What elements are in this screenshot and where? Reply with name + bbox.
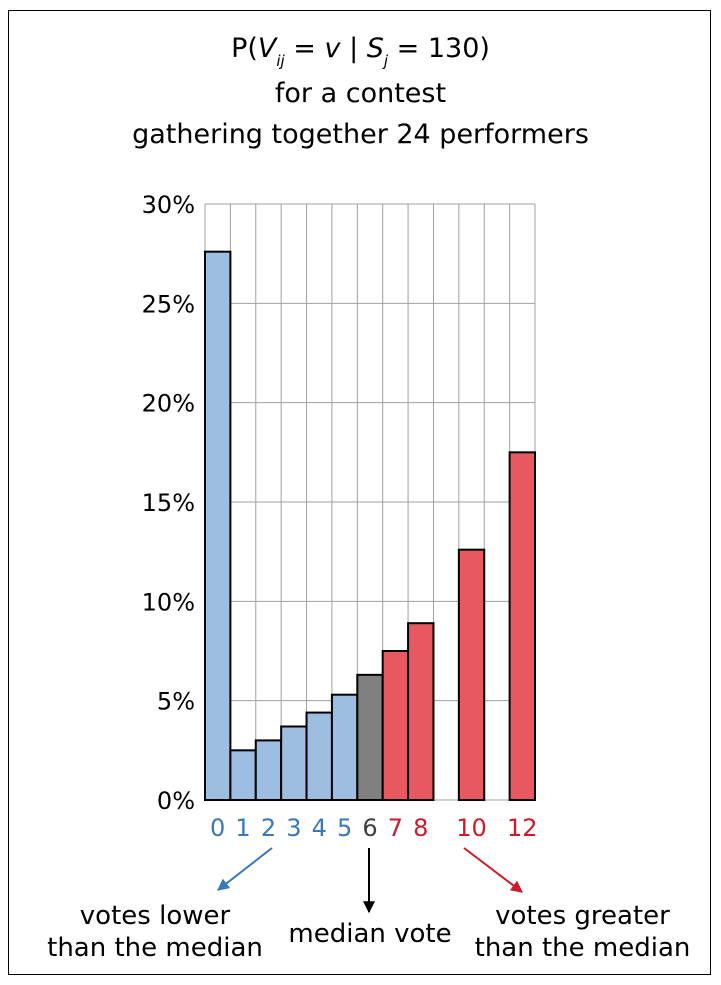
x-tick-label: 5 [337, 814, 352, 842]
annotation-lower: votes lower than the median [20, 900, 290, 964]
y-tick-label: 10% [142, 588, 195, 616]
x-tick-label: 7 [388, 814, 403, 842]
title-line-2: for a contest [274, 78, 447, 109]
x-tick-label: 3 [286, 814, 301, 842]
x-tick-label: 2 [261, 814, 276, 842]
bar-2 [254, 739, 283, 802]
x-tick-label: 4 [312, 814, 327, 842]
chart-title: P(Vij = v | Sj = 130) for a contest gath… [0, 28, 721, 155]
x-tick-label: 6 [362, 814, 377, 842]
bar-0 [204, 250, 232, 801]
y-tick-label: 5% [157, 688, 195, 716]
bar-5 [330, 693, 359, 801]
annotation-median: median vote [280, 918, 460, 950]
arrows [217, 847, 523, 914]
bar-4 [305, 711, 333, 801]
y-tick-label: 30% [142, 191, 195, 219]
chart-frame [8, 10, 711, 975]
bar-10 [457, 548, 486, 801]
annotation-lower-line2: than the median [47, 933, 263, 963]
annotation-greater: votes greater than the median [445, 900, 720, 964]
bar-8 [407, 622, 435, 801]
y-tick-label: 15% [142, 489, 195, 517]
x-tick-label: 1 [235, 814, 250, 842]
y-tick-label: 0% [157, 787, 195, 815]
x-axis-ticks: 0 1 2 3 4 5 6 7 8 10 12 [210, 814, 538, 842]
annotation-lower-line1: votes lower [79, 901, 231, 931]
x-tick-label: 12 [507, 814, 538, 842]
arrow-lower [217, 847, 273, 891]
y-tick-label: 25% [142, 290, 195, 318]
y-axis-ticks: 0% 5% 10% 15% 20% 25% 30% [142, 191, 195, 815]
arrow-greater [463, 847, 523, 893]
bars [204, 250, 537, 802]
annotation-greater-line2: than the median [474, 933, 691, 963]
bar-7 [381, 650, 410, 801]
x-tick-label: 0 [210, 814, 225, 842]
title-line-3: gathering together 24 performers [132, 119, 589, 150]
x-tick-label: 10 [456, 814, 487, 842]
bar-12 [508, 451, 537, 801]
annotation-median-line1: median vote [288, 919, 452, 949]
x-tick-label: 8 [413, 814, 428, 842]
y-tick-label: 20% [142, 390, 195, 418]
annotation-greater-line1: votes greater [495, 901, 670, 931]
bar-1 [229, 749, 257, 801]
bar-6 [356, 673, 384, 802]
title-line-1: P(Vij = v | Sj = 130) [231, 33, 490, 70]
bar-3 [280, 725, 308, 802]
